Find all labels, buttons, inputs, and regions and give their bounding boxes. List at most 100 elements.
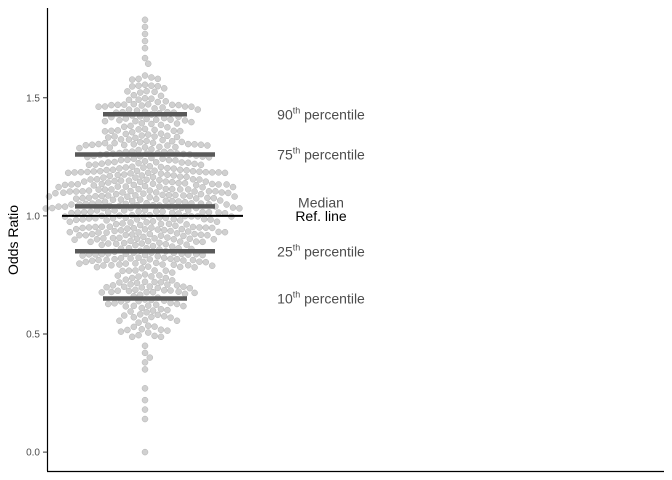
data-point [202, 168, 210, 176]
data-point [101, 117, 109, 125]
data-point [170, 172, 178, 179]
data-point [95, 103, 102, 110]
data-point [87, 208, 94, 216]
data-point [120, 171, 128, 178]
data-point [157, 333, 165, 341]
data-point [117, 254, 125, 262]
data-point [130, 141, 138, 148]
data-point [157, 232, 165, 239]
data-point [204, 142, 211, 149]
data-point [111, 255, 118, 263]
data-point [138, 284, 146, 291]
data-point [159, 104, 166, 111]
data-point [85, 161, 93, 169]
data-point [160, 254, 168, 262]
data-point [172, 143, 179, 151]
data-point [229, 183, 237, 191]
data-point [183, 173, 190, 181]
data-point [141, 144, 149, 151]
data-point [141, 94, 149, 102]
data-point [117, 227, 125, 234]
data-point [157, 170, 165, 177]
data-point [141, 316, 149, 324]
data-point [165, 191, 173, 199]
data-point [66, 218, 74, 226]
data-point [175, 101, 182, 109]
data-point [184, 186, 192, 193]
data-point [199, 238, 206, 246]
data-point [111, 177, 118, 185]
data-point [183, 221, 190, 228]
data-point [76, 260, 83, 267]
data-point [74, 180, 82, 188]
data-point [95, 140, 102, 148]
data-point [152, 195, 160, 203]
data-point [114, 272, 122, 279]
data-point [152, 189, 160, 196]
data-point [156, 239, 163, 247]
data-point [151, 167, 158, 175]
data-point [104, 179, 112, 186]
data-point [138, 132, 146, 139]
data-point [165, 220, 173, 228]
data-point [152, 159, 160, 166]
data-point [108, 288, 115, 296]
data-point [84, 168, 91, 176]
data-point [141, 72, 149, 79]
data-point [172, 157, 179, 164]
data-point [215, 228, 222, 236]
data-point [52, 189, 59, 197]
data-point [141, 44, 149, 52]
data-point [180, 257, 187, 264]
median-label: Median [298, 194, 344, 210]
data-point [95, 186, 102, 193]
data-point [191, 141, 198, 148]
data-point [143, 115, 150, 123]
data-point [122, 130, 130, 138]
data-point [175, 179, 182, 187]
data-point [141, 271, 149, 278]
data-point [164, 281, 171, 288]
data-point [135, 331, 142, 339]
data-point [120, 101, 128, 108]
data-point [108, 186, 115, 193]
data-point [136, 89, 144, 96]
data-point [80, 178, 88, 185]
data-point [101, 198, 109, 205]
data-point [124, 326, 131, 334]
data-point [106, 144, 114, 151]
data-point [128, 274, 136, 282]
data-point [82, 258, 90, 266]
data-point [154, 98, 162, 106]
data-point [191, 230, 198, 238]
data-point [88, 141, 96, 149]
data-point [170, 215, 178, 223]
data-point [96, 167, 104, 175]
data-point [157, 305, 165, 313]
data-point [164, 171, 171, 179]
data-point [176, 238, 184, 245]
data-point [122, 183, 130, 190]
data-point [154, 82, 162, 90]
data-point [114, 101, 122, 109]
data-point [168, 185, 176, 193]
data-point [76, 232, 83, 239]
percentile-label-p25: 25th percentile [277, 242, 365, 259]
data-point [172, 191, 179, 199]
data-point [138, 326, 146, 333]
data-point [109, 166, 117, 174]
data-point [204, 232, 211, 239]
data-point [154, 75, 162, 83]
data-point [162, 240, 170, 248]
data-point [141, 448, 149, 456]
data-point [168, 197, 176, 205]
data-point [114, 127, 122, 134]
data-point [133, 216, 141, 223]
data-point [98, 160, 106, 167]
data-point [160, 226, 168, 234]
data-point [100, 235, 107, 242]
data-point [143, 87, 150, 95]
data-point [186, 192, 194, 200]
data-point [173, 230, 181, 237]
